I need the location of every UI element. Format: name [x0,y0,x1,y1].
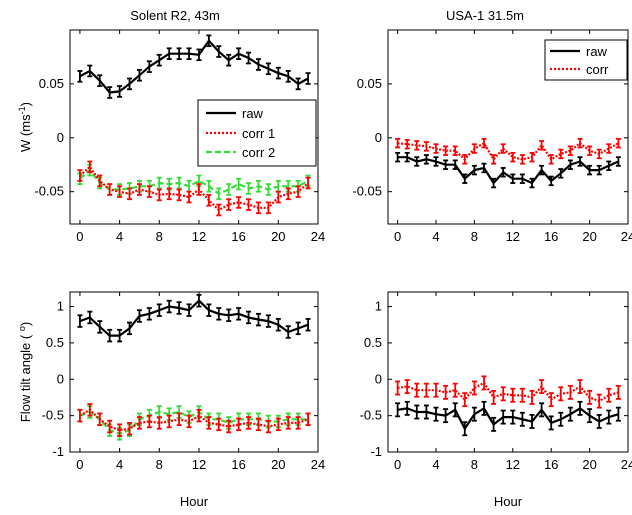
y-tick-label: -1 [370,444,382,459]
series-line [79,165,309,212]
x-tick-label: 12 [506,229,520,244]
x-tick-label: 24 [311,229,325,244]
y-tick-label: 0.05 [39,76,64,91]
y-tick-label: 0.5 [46,335,64,350]
panel-usa-w: USA-1 31.5m -0.05 0 0.05 0 4 8 12 16 20 24 raw c… [352,8,632,244]
x-axis-label: Hour [494,494,523,509]
y-tick-label: 0.5 [364,335,382,350]
legend-box [544,39,628,81]
series-raw [77,34,311,99]
series-line [79,169,309,195]
series-line [397,407,619,430]
y-axis-label: Flow tilt angle ( o) [17,322,33,422]
series-raw [395,151,621,189]
x-tick-label: 12 [506,457,520,472]
y-tick-label: 1 [375,299,382,314]
y-tick-label: 0 [375,371,382,386]
plot-frame [69,29,319,225]
series-corr-1 [77,160,311,217]
x-tick-label: 24 [621,229,632,244]
y-tick-label: 1 [57,299,64,314]
legend-box [197,99,317,167]
legend: raw corr [544,39,628,81]
x-tick-label: 20 [582,457,596,472]
legend-label-corr1: corr 1 [242,126,275,141]
y-tick-label: -0.05 [352,184,382,199]
x-tick-label: 0 [394,229,401,244]
chart-title: Solent R2, 43m [130,8,220,23]
x-tick-label: 16 [231,229,245,244]
x-tick-label: 8 [471,229,478,244]
x-tick-label: 0 [76,229,83,244]
series-raw [395,400,621,437]
series-line [397,142,619,161]
y-tick-label: 0 [57,371,64,386]
x-tick-label: 0 [394,457,401,472]
legend-label-corr2: corr 2 [242,145,275,160]
x-tick-label: 24 [311,457,325,472]
series-line [79,408,309,432]
x-tick-label: 4 [432,229,439,244]
series-line [397,156,619,185]
series-line [79,299,309,337]
x-tick-label: 16 [544,229,558,244]
series-line [397,381,619,403]
x-tick-label: 12 [192,229,206,244]
y-tick-label: -0.5 [360,408,382,423]
series-raw [77,294,311,343]
plot-frame [387,291,629,453]
x-tick-label: 4 [116,229,123,244]
x-tick-label: 8 [156,457,163,472]
x-tick-label: 4 [432,457,439,472]
y-axis-label: W (ms-1) [17,102,33,152]
chart-title: USA-1 31.5m [446,8,524,23]
plot-frame [69,291,319,453]
series-corr [395,375,621,409]
plot-frame [387,29,629,225]
y-tick-label: -1 [52,444,64,459]
legend-label-raw: raw [242,106,264,121]
legend-label-raw: raw [586,44,608,59]
x-tick-label: 8 [156,229,163,244]
legend: raw corr 1 corr 2 [197,99,317,167]
x-tick-label: 20 [582,229,596,244]
x-tick-label: 20 [271,457,285,472]
series-corr-1 [77,403,311,437]
x-tick-label: 8 [471,457,478,472]
x-tick-label: 4 [116,457,123,472]
y-tick-label: 0.05 [357,76,382,91]
panel-solent-tilt: -1 -0.5 0 0.5 1 0 4 8 12 16 20 24 Flow tilt angle … [17,291,325,509]
y-tick-label: -0.05 [34,184,64,199]
legend-label-corr: corr [586,62,609,77]
y-tick-label: 0 [57,130,64,145]
x-tick-label: 0 [76,457,83,472]
x-tick-label: 24 [621,457,632,472]
y-tick-label: 0 [375,130,382,145]
x-tick-label: 20 [271,229,285,244]
panel-usa-tilt: -1 -0.5 0 0.5 1 0 4 8 12 16 20 24 Hour [360,291,632,509]
panel-solent-w: Solent R2, 43m -0.05 0 0.05 0 4 8 12 16 20 24 W … [17,8,325,244]
y-tick-label: -0.5 [42,408,64,423]
x-tick-label: 16 [231,457,245,472]
series-line [79,39,309,94]
series-line [79,410,309,435]
x-tick-label: 12 [192,457,206,472]
x-tick-label: 16 [544,457,558,472]
series-corr-2 [77,405,311,441]
series-corr [395,137,621,165]
x-axis-label: Hour [180,494,209,509]
